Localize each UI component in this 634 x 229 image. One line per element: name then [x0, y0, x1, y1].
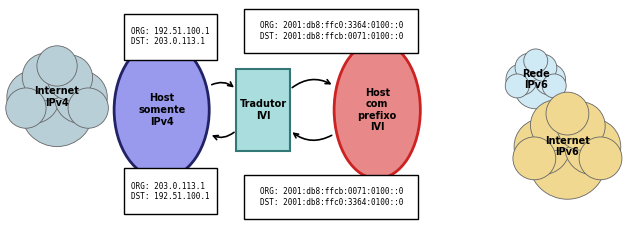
Circle shape	[68, 88, 108, 128]
Text: ORG: 192.51.100.1
DST: 203.0.113.1: ORG: 192.51.100.1 DST: 203.0.113.1	[131, 27, 210, 46]
Circle shape	[557, 102, 605, 150]
Text: Internet
IPv6: Internet IPv6	[545, 136, 590, 158]
Circle shape	[579, 137, 622, 180]
Text: ORG: 203.0.113.1
DST: 192.51.100.1: ORG: 203.0.113.1 DST: 192.51.100.1	[131, 182, 210, 201]
Circle shape	[565, 119, 621, 175]
Circle shape	[529, 121, 606, 199]
Circle shape	[530, 55, 557, 81]
Circle shape	[47, 55, 93, 100]
FancyBboxPatch shape	[236, 69, 290, 151]
Circle shape	[531, 100, 581, 151]
Circle shape	[20, 73, 94, 147]
Circle shape	[514, 119, 570, 175]
FancyBboxPatch shape	[124, 168, 217, 214]
Text: Internet
IPv4: Internet IPv4	[35, 86, 79, 108]
Circle shape	[542, 74, 566, 98]
FancyBboxPatch shape	[124, 14, 217, 60]
Circle shape	[515, 53, 543, 82]
Circle shape	[514, 65, 557, 109]
FancyBboxPatch shape	[244, 175, 418, 219]
Circle shape	[6, 88, 46, 128]
Ellipse shape	[114, 41, 209, 179]
Circle shape	[534, 64, 566, 95]
Text: Tradutor
IVI: Tradutor IVI	[240, 99, 287, 121]
Circle shape	[37, 46, 77, 86]
Text: Host
somente
IPv4: Host somente IPv4	[138, 93, 185, 126]
Text: ORG: 2001:db8:ffcb:0071:0100::0
DST: 2001:db8:ffc0:3364:0100::0: ORG: 2001:db8:ffcb:0071:0100::0 DST: 200…	[259, 187, 403, 207]
Ellipse shape	[334, 41, 420, 179]
Circle shape	[524, 49, 548, 73]
Circle shape	[506, 64, 537, 95]
Circle shape	[546, 92, 589, 135]
Circle shape	[513, 137, 556, 180]
Circle shape	[7, 71, 60, 123]
Circle shape	[22, 53, 70, 101]
Text: Host
com
prefixo
IVI: Host com prefixo IVI	[358, 87, 397, 132]
Circle shape	[55, 71, 107, 123]
FancyBboxPatch shape	[244, 9, 418, 53]
Text: Rede
IPv6: Rede IPv6	[522, 69, 550, 90]
Text: ORG: 2001:db8:ffc0:3364:0100::0
DST: 2001:db8:ffcb:0071:0100::0: ORG: 2001:db8:ffc0:3364:0100::0 DST: 200…	[259, 21, 403, 41]
Circle shape	[505, 74, 529, 98]
